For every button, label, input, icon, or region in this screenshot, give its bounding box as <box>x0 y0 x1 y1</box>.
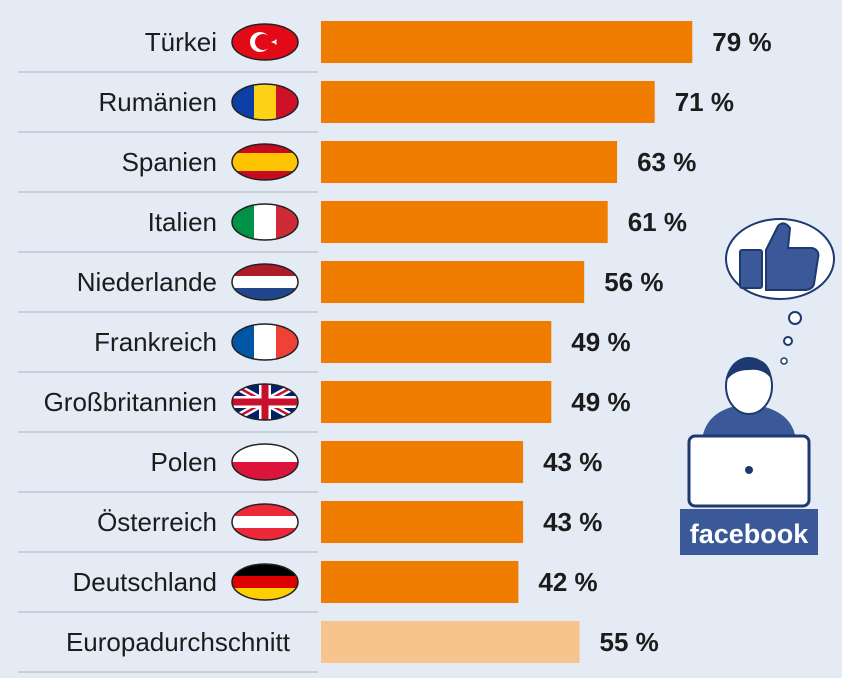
bar <box>321 81 655 123</box>
bar <box>321 621 580 663</box>
france-flag-icon <box>231 323 299 361</box>
person-icon <box>702 357 796 440</box>
category-label: Rumänien <box>98 87 217 117</box>
germany-flag-icon <box>231 563 299 601</box>
value-label: 55 % <box>600 627 659 657</box>
turkey-flag-icon <box>231 23 299 61</box>
category-label: Italien <box>148 207 217 237</box>
value-label: 42 % <box>538 567 597 597</box>
netherlands-flag-icon <box>231 263 299 301</box>
value-label: 49 % <box>571 327 630 357</box>
value-label: 79 % <box>712 27 771 57</box>
category-label: Großbritannien <box>44 387 217 417</box>
spain-flag-icon <box>231 143 299 181</box>
laptop-icon <box>687 434 811 508</box>
category-label: Frankreich <box>94 327 217 357</box>
thumbs-up-icon <box>739 222 820 291</box>
bar <box>321 321 552 363</box>
chart-rows: Türkei 79 % Rumänien 71 % Spanien 63 % Italien… <box>18 21 772 673</box>
category-label: Europadurchschnitt <box>66 627 291 657</box>
value-label: 49 % <box>571 387 630 417</box>
bar <box>321 381 552 423</box>
romania-flag-icon <box>231 83 299 121</box>
category-label: Spanien <box>122 147 217 177</box>
bar <box>321 21 693 63</box>
facebook-badge: facebook <box>680 509 818 555</box>
bar <box>321 261 585 303</box>
category-label: Österreich <box>97 507 217 537</box>
value-label: 56 % <box>604 267 663 297</box>
facebook-illustration: facebook <box>680 218 835 555</box>
facebook-logo-text: facebook <box>690 519 810 549</box>
value-label: 63 % <box>637 147 696 177</box>
austria-flag-icon <box>231 503 299 541</box>
uk-flag-icon <box>231 383 299 421</box>
category-label: Polen <box>151 447 218 477</box>
value-label: 71 % <box>675 87 734 117</box>
bar <box>321 501 524 543</box>
value-label: 61 % <box>628 207 687 237</box>
category-label: Türkei <box>145 27 217 57</box>
bar <box>321 561 519 603</box>
bar <box>321 441 524 483</box>
bar <box>321 201 608 243</box>
value-label: 43 % <box>543 447 602 477</box>
poland-flag-icon <box>231 443 299 481</box>
category-label: Deutschland <box>72 567 217 597</box>
italy-flag-icon <box>231 203 299 241</box>
bar <box>321 141 618 183</box>
value-label: 43 % <box>543 507 602 537</box>
category-label: Niederlande <box>77 267 217 297</box>
